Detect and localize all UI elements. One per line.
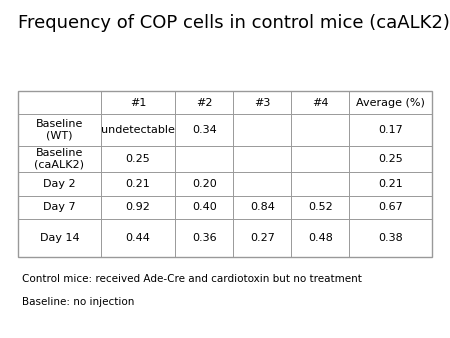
Text: 0.40: 0.40 xyxy=(192,202,217,212)
Text: 0.21: 0.21 xyxy=(126,179,150,189)
Text: #1: #1 xyxy=(130,98,146,108)
Text: Control mice: received Ade-Cre and cardiotoxin but no treatment: Control mice: received Ade-Cre and cardi… xyxy=(22,274,362,284)
Text: 0.17: 0.17 xyxy=(378,125,403,135)
Text: 0.25: 0.25 xyxy=(378,154,403,164)
Text: 0.36: 0.36 xyxy=(192,233,216,243)
Text: Day 2: Day 2 xyxy=(43,179,76,189)
Bar xyxy=(18,91,432,257)
Text: 0.92: 0.92 xyxy=(126,202,150,212)
Text: 0.67: 0.67 xyxy=(378,202,403,212)
Text: Baseline
(WT): Baseline (WT) xyxy=(36,119,83,141)
Text: #4: #4 xyxy=(312,98,328,108)
Text: 0.20: 0.20 xyxy=(192,179,217,189)
Text: Frequency of COP cells in control mice (caALK2): Frequency of COP cells in control mice (… xyxy=(18,14,450,31)
Text: 0.84: 0.84 xyxy=(250,202,274,212)
Text: #2: #2 xyxy=(196,98,212,108)
Text: 0.34: 0.34 xyxy=(192,125,217,135)
Text: Baseline
(caALK2): Baseline (caALK2) xyxy=(34,148,85,170)
Text: 0.44: 0.44 xyxy=(126,233,150,243)
Text: 0.52: 0.52 xyxy=(308,202,333,212)
Text: Average (%): Average (%) xyxy=(356,98,425,108)
Text: Day 14: Day 14 xyxy=(40,233,79,243)
Text: 0.21: 0.21 xyxy=(378,179,403,189)
Text: undetectable: undetectable xyxy=(101,125,175,135)
Text: #3: #3 xyxy=(254,98,270,108)
Text: 0.48: 0.48 xyxy=(308,233,333,243)
Text: Day 7: Day 7 xyxy=(43,202,76,212)
Text: 0.27: 0.27 xyxy=(250,233,274,243)
Text: Baseline: no injection: Baseline: no injection xyxy=(22,297,135,308)
Text: 0.38: 0.38 xyxy=(378,233,403,243)
Text: 0.25: 0.25 xyxy=(126,154,150,164)
